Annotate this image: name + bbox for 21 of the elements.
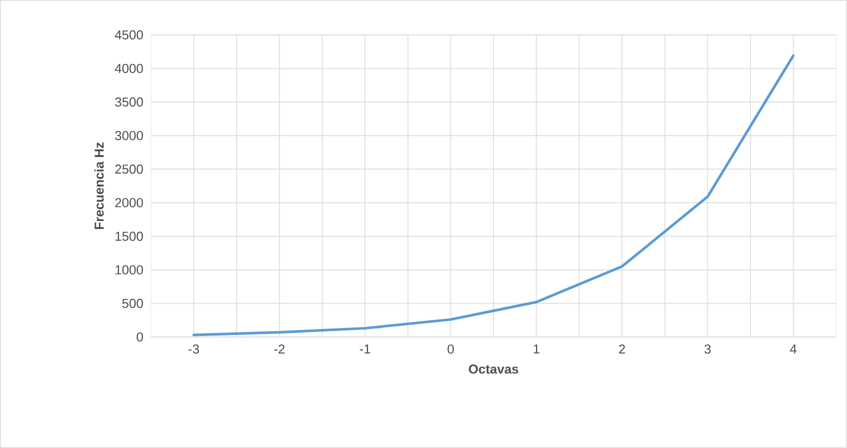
y-axis-title: Frecuencia Hz xyxy=(94,142,104,230)
x-tick-label: 1 xyxy=(534,344,540,354)
x-tick-label: 2 xyxy=(619,344,625,354)
y-tick-label: 2000 xyxy=(115,198,143,208)
x-tick-label: -1 xyxy=(360,344,370,354)
y-tick-label: 4500 xyxy=(114,30,143,40)
y-tick-label: 4000 xyxy=(114,64,143,74)
x-tick-label: 4 xyxy=(790,344,797,354)
x-tick-label: 0 xyxy=(448,344,454,354)
y-tick-label: 0 xyxy=(136,332,143,342)
y-tick-label: 1500 xyxy=(116,232,143,241)
x-tick-label: -3 xyxy=(188,344,199,354)
x-tick-label: -2 xyxy=(274,344,285,354)
x-tick-label: 3 xyxy=(704,344,711,354)
y-tick-label: 1000 xyxy=(116,265,143,274)
line-series xyxy=(192,54,795,336)
y-tick-label: 2500 xyxy=(115,164,143,174)
y-tick-label: 3500 xyxy=(115,97,143,107)
y-tick-label: 3000 xyxy=(115,131,143,140)
x-axis-title: Octavas xyxy=(468,364,518,374)
y-tick-label: 500 xyxy=(122,298,143,308)
